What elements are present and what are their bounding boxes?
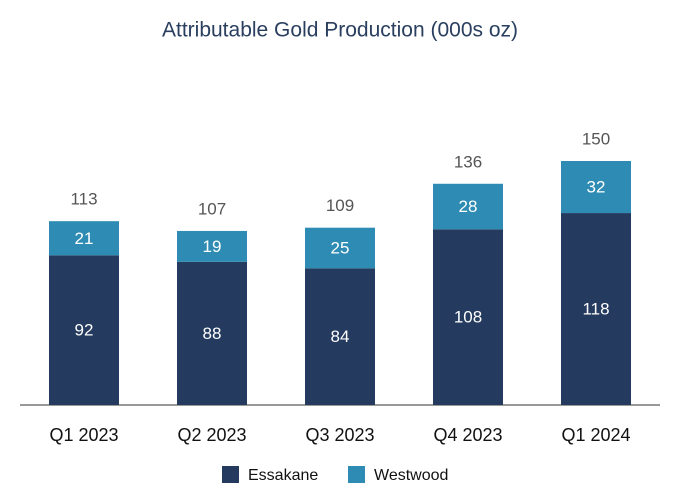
value-label: 84: [331, 327, 350, 346]
bar-segment: [433, 183, 503, 230]
total-label: 113: [70, 190, 97, 209]
value-label: 25: [331, 239, 350, 258]
total-label: 136: [454, 152, 482, 171]
value-label: 92: [75, 321, 94, 340]
x-tick-label: Q1 2023: [49, 425, 118, 445]
legend-swatch: [348, 466, 365, 483]
chart-title: Attributable Gold Production (000s oz): [162, 19, 518, 42]
x-tick-label: Q3 2023: [305, 425, 374, 445]
bar-segment: [305, 227, 375, 269]
x-tick-label: Q2 2023: [177, 425, 246, 445]
legend-swatch: [222, 466, 239, 483]
bar-segment: [561, 161, 631, 214]
bar-segment: [49, 221, 119, 256]
value-label: 19: [203, 237, 222, 256]
bar-segment: [49, 255, 119, 405]
bar-segment: [561, 213, 631, 405]
value-label: 21: [75, 229, 94, 248]
bar-segment: [305, 268, 375, 405]
legend-label: Essakane: [248, 467, 318, 484]
bar-segment: [177, 261, 247, 405]
total-label: 150: [582, 129, 610, 148]
total-label: 107: [198, 199, 226, 218]
bar-segment: [177, 230, 247, 262]
legend-label: Westwood: [374, 467, 448, 484]
value-label: 118: [582, 300, 609, 319]
value-label: 32: [587, 178, 606, 197]
bar-segment: [433, 229, 503, 405]
value-label: 88: [203, 324, 222, 343]
value-label: 28: [459, 197, 478, 216]
value-label: 108: [454, 308, 482, 327]
total-label: 109: [326, 196, 354, 215]
x-tick-label: Q1 2024: [561, 425, 630, 445]
x-tick-label: Q4 2023: [433, 425, 502, 445]
